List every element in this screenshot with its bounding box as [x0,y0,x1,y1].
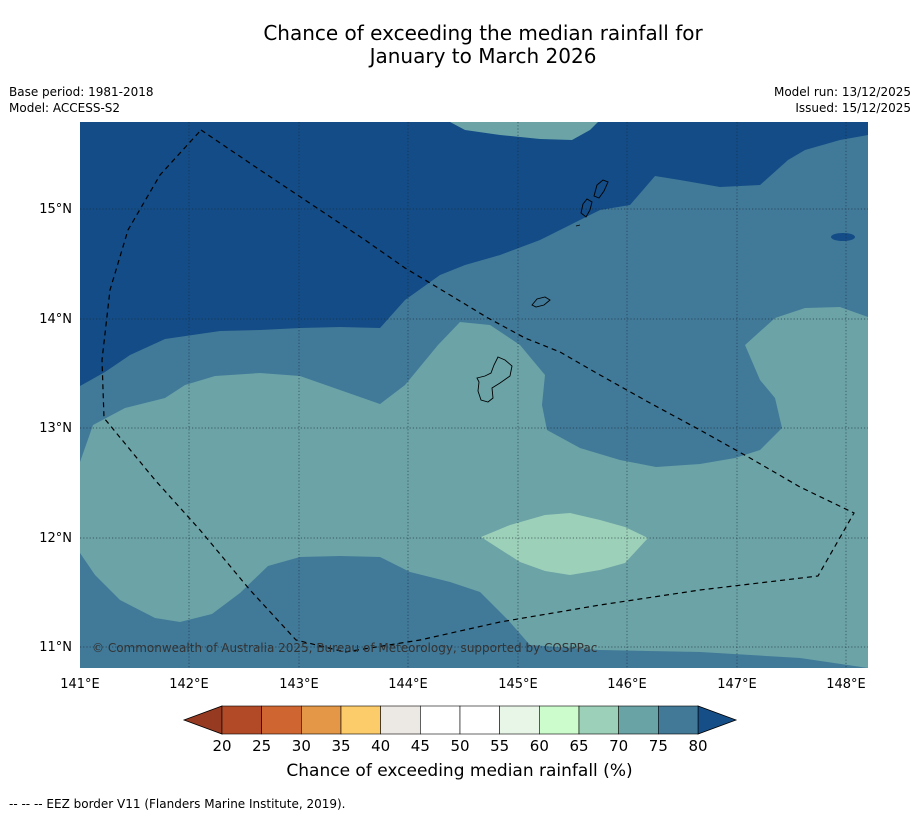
colorbar-tick-40: 40 [371,737,390,755]
issued-date: Issued: 15/12/2025 [795,101,911,115]
lon-axis: 141°E 142°E 143°E 144°E 145°E 146°E 147°… [60,677,866,692]
eez-border [101,129,855,653]
colorbar-over-arrow [697,705,738,735]
colorbar-tick-55: 55 [490,737,509,755]
colorbar-bin-3 [340,705,381,735]
colorbar-tick-20: 20 [212,737,231,755]
colorbar-tick-80: 80 [688,737,707,755]
lon-label-144: 144°E [388,677,428,692]
zone-teal-top [450,122,598,140]
zone-light-green [481,513,648,575]
zone-dark-spot [831,233,855,241]
island-saipan [593,179,609,199]
colorbar-bin-0 [221,705,262,735]
colorbar-bin-10 [618,705,659,735]
colorbar-bin-1 [261,705,302,735]
colorbar-under-arrow [182,705,223,735]
island-tinian [580,198,593,218]
colorbar-bin-4 [380,705,421,735]
title-line-2: January to March 2026 [369,44,597,68]
lat-label-11: 11°N [39,640,72,655]
lat-label-13: 13°N [39,421,72,436]
base-period: Base period: 1981-2018 [9,85,154,99]
lon-label-148: 148°E [826,677,866,692]
zone-mid-blue-bottom [80,553,868,668]
colorbar-bin-11 [658,705,699,735]
colorbar-tick-65: 65 [569,737,588,755]
colorbar-bin-7 [499,705,540,735]
lat-label-14: 14°N [39,312,72,327]
lon-label-141: 141°E [60,677,100,692]
colorbar-bin-2 [301,705,342,735]
colorbar-bin-9 [578,705,619,735]
colorbar-bin-6 [459,705,500,735]
colorbar-tick-25: 25 [252,737,271,755]
lon-label-143: 143°E [279,677,319,692]
island-aguijan [575,224,581,227]
map-plot-area [80,122,868,668]
lon-label-145: 145°E [498,677,538,692]
title-line-1: Chance of exceeding the median rainfall … [263,21,703,45]
colorbar-bin-5 [420,705,461,735]
lon-label-146: 146°E [607,677,647,692]
colorbar-tick-75: 75 [649,737,668,755]
colorbar-tick-70: 70 [609,737,628,755]
copyright-notice: © Commonwealth of Australia 2025, Bureau… [92,641,598,655]
lat-label-15: 15°N [39,202,72,217]
island-guam [476,356,513,403]
meta-right: Model run: 13/12/2025 Issued: 15/12/2025 [774,84,911,116]
colorbar-tick-35: 35 [331,737,350,755]
meta-left: Base period: 1981-2018 Model: ACCESS-S2 [9,84,154,116]
colorbar-label: Chance of exceeding median rainfall (%) [286,761,633,781]
colorbar-tick-30: 30 [292,737,311,755]
zone-dark-blue [80,122,868,386]
lon-label-142: 142°E [169,677,209,692]
model-name: Model: ACCESS-S2 [9,101,121,115]
colorbar-tick-60: 60 [530,737,549,755]
island-rota [531,296,551,308]
islands [476,179,609,403]
colorbar-tick-50: 50 [450,737,469,755]
gridlines [80,122,868,668]
lon-label-147: 147°E [717,677,757,692]
map-title: Chance of exceeding the median rainfall … [0,22,919,68]
colorbar-bin-8 [539,705,580,735]
colorbar-tick-45: 45 [411,737,430,755]
model-run: Model run: 13/12/2025 [773,85,911,99]
eez-footnote: -- -- -- EEZ border V11 (Flanders Marine… [9,797,346,811]
lat-label-12: 12°N [39,531,72,546]
colorbar: 20 25 30 35 40 45 50 55 60 65 70 75 80 [182,705,738,755]
lat-axis: 15°N 14°N 13°N 12°N 11°N [39,202,72,655]
